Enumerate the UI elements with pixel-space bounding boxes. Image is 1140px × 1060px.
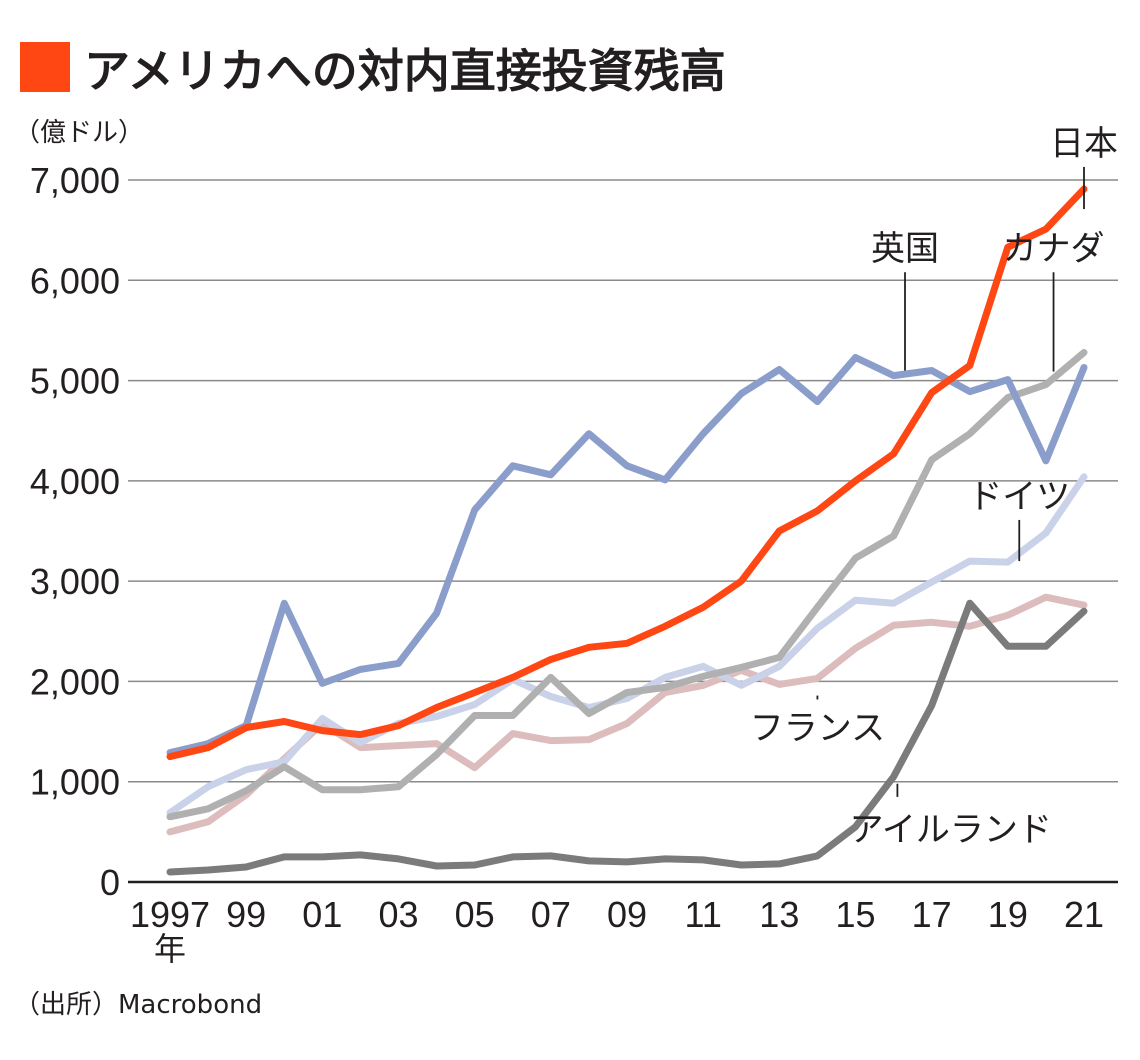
series-label: ドイツ <box>968 477 1070 517</box>
unit-label: （億ドル） <box>14 118 144 148</box>
series-label: 日本 <box>1050 124 1118 164</box>
x-tick-label: 13 <box>759 894 799 935</box>
y-tick-label: 5,000 <box>30 361 120 402</box>
y-tick-label: 3,000 <box>30 561 120 602</box>
chart-area: アメリカへの対内直接投資残高 （億ドル） 0 1,000 2,000 3,000 4,0… <box>0 0 1140 1060</box>
x-tick-label: 07 <box>531 894 571 935</box>
series-line-2 <box>170 353 1084 817</box>
x-axis: 1997 99 01 03 05 07 09 11 13 15 17 19 21 年 <box>130 894 1104 968</box>
x-tick-label: 05 <box>455 894 495 935</box>
series-label: カナダ <box>1003 229 1105 269</box>
x-tick-label: 01 <box>302 894 342 935</box>
x-tick-label: 19 <box>988 894 1028 935</box>
x-tick-label: 21 <box>1064 894 1104 935</box>
y-axis: 0 1,000 2,000 3,000 4,000 5,000 6,000 7,000 <box>30 160 120 903</box>
chart-title: アメリカへの対内直接投資残高 <box>84 44 726 98</box>
y-tick-label: 2,000 <box>30 661 120 702</box>
source-note: （出所）Macrobond <box>14 990 262 1020</box>
y-tick-label: 6,000 <box>30 260 120 301</box>
gridlines <box>128 180 1118 882</box>
x-tick-label: 11 <box>684 894 721 935</box>
series-label: 英国 <box>871 229 939 269</box>
series-line-0 <box>170 597 1084 832</box>
x-year-suffix: 年 <box>154 930 186 968</box>
x-tick-label: 1997 <box>130 894 210 935</box>
title-marker <box>20 42 70 92</box>
y-tick-label: 1,000 <box>30 762 120 803</box>
y-tick-label: 7,000 <box>30 160 120 201</box>
series-label: フランス <box>750 709 885 749</box>
x-tick-label: 99 <box>226 894 266 935</box>
y-tick-label: 0 <box>100 862 120 903</box>
x-tick-label: 09 <box>607 894 647 935</box>
x-tick-label: 03 <box>378 894 418 935</box>
x-tick-label: 17 <box>912 894 952 935</box>
x-tick-label: 15 <box>835 894 875 935</box>
plot-lines <box>170 189 1084 872</box>
series-label: アイルランド <box>850 810 1052 850</box>
y-tick-label: 4,000 <box>30 461 120 502</box>
